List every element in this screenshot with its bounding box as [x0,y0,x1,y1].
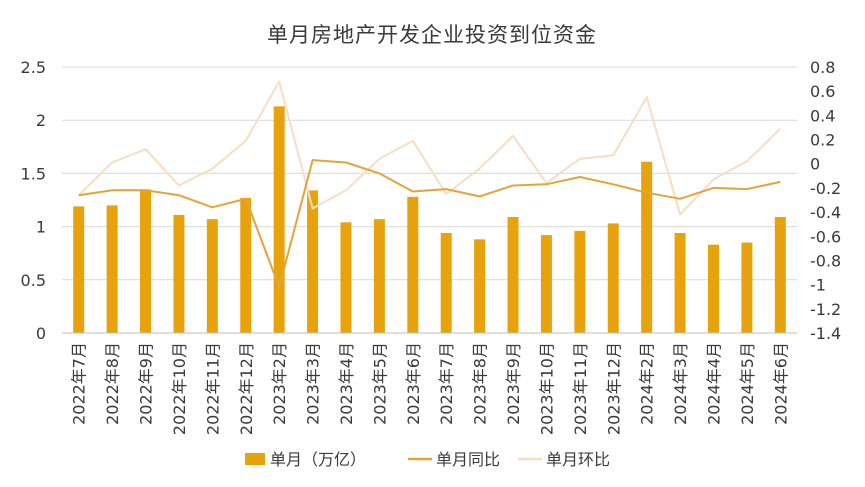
x-tick-label: 2023年11月 [571,342,590,435]
series-line [78,80,781,216]
bar [674,232,686,333]
bar [240,197,252,333]
x-tick-label: 2023年2月 [270,342,289,425]
bar [774,217,786,333]
x-tick-label: 2023年12月 [604,342,623,435]
bar [73,206,85,333]
y-right-tick-label: 0.8 [810,58,835,77]
x-tick-label: 2023年5月 [370,342,389,425]
x-axis: 2022年7月 2022年8月 2022年9月 2022年10月 2022年11月 202… [62,332,797,435]
y-right-tick-label: 0.6 [810,82,835,101]
bar [741,242,753,333]
y-right-tick-label: -1.2 [810,300,841,319]
bar-series [73,106,786,333]
y-right-tick-label: 0 [810,155,820,174]
x-tick-label: 2022年11月 [203,342,222,435]
bar [173,214,185,333]
legend-label: 单月（万亿） [270,450,366,469]
bar [574,230,586,333]
y-left-tick-label: 1.5 [21,164,46,183]
bar [607,223,619,333]
line-series [78,80,781,289]
series-line [78,159,781,289]
y-left-tick-label: 0.5 [21,271,46,290]
bar [140,189,152,333]
x-tick-label: 2022年10月 [170,342,189,435]
y-right-tick-label: -0.2 [810,179,841,198]
y-right-tick-label: 0.4 [810,106,835,125]
x-tick-label: 2022年12月 [237,342,256,435]
x-tick-label: 2024年5月 [738,342,757,425]
x-tick-label: 2023年6月 [404,342,423,425]
bar [307,190,319,333]
y-right-tick-label: -0.4 [810,203,841,222]
y-right-tick-label: -1.4 [810,324,841,343]
chart-title: 单月房地产开发企业投资到位资金 [267,23,597,47]
bar [340,222,352,333]
y-axis-left: 0 0.5 1 1.5 2 2.5 [21,58,46,343]
x-tick-label: 2024年6月 [771,342,790,425]
x-tick-label: 2022年9月 [137,342,156,425]
legend-label: 单月环比 [546,450,610,469]
bar [641,161,653,333]
bar [507,217,519,333]
bar [106,205,118,333]
x-tick-label: 2023年9月 [504,342,523,425]
bar [407,196,419,333]
bar [474,239,486,333]
bar [540,235,552,333]
y-left-tick-label: 1 [36,218,46,237]
x-tick-label: 2023年8月 [471,342,490,425]
bar [707,244,719,333]
x-tick-label: 2023年10月 [537,342,556,435]
gridlines [62,66,797,334]
bar [440,232,452,333]
x-tick-label: 2023年7月 [437,342,456,425]
legend: 单月（万亿） 单月同比 单月环比 [245,450,610,469]
x-tick-label: 2022年8月 [103,342,122,425]
y-right-tick-label: -1 [810,276,826,295]
y-right-tick-label: -0.8 [810,251,841,270]
y-axis-right: -1.4 -1.2 -1 -0.8 -0.6 -0.4 -0.2 0 0.2 0.4 0.6 0.8 [810,58,841,343]
bar [373,219,385,333]
x-tick-label: 2023年4月 [337,342,356,425]
bar [273,106,285,333]
x-tick-label: 2023年3月 [304,342,323,425]
x-tick-label: 2024年4月 [704,342,723,425]
y-right-tick-label: 0.2 [810,131,835,150]
x-tick-label: 2022年7月 [70,342,89,425]
y-left-tick-label: 0 [36,324,46,343]
y-right-tick-label: -0.6 [810,227,841,246]
x-tick-label: 2024年3月 [671,342,690,425]
bar [206,219,218,333]
legend-swatch-bar [245,453,265,465]
legend-label: 单月同比 [436,450,500,469]
y-left-tick-label: 2 [36,111,46,130]
y-left-tick-label: 2.5 [21,58,46,77]
x-tick-label: 2024年2月 [638,342,657,425]
